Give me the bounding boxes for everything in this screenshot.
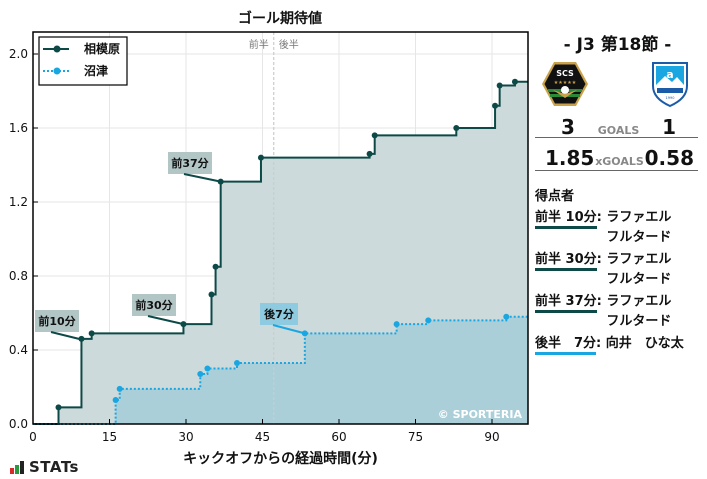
svg-text:60: 60 [331, 430, 346, 444]
scorers-title: 得点者 [535, 189, 575, 204]
svg-text:★★★★★: ★★★★★ [554, 80, 577, 86]
svg-text:SCS: SCS [556, 69, 574, 78]
svg-text:90: 90 [484, 430, 499, 444]
svg-text:30: 30 [178, 430, 193, 444]
chart-title: ゴール期待値 [238, 11, 322, 27]
home-xg: 1.85 [545, 146, 595, 170]
svg-text:後7分: 後7分 [264, 307, 294, 321]
xgoals-label: xGOALS [595, 155, 644, 168]
scorer-item: 前半 10分: ラファエル フルタード [535, 209, 672, 245]
scorer-name-line1: 向井 ひな太 [605, 336, 684, 351]
svg-text:相模原: 相模原 [84, 41, 120, 56]
svg-text:75: 75 [408, 430, 423, 444]
svg-text:2.0: 2.0 [9, 47, 28, 61]
svg-text:a: a [666, 68, 673, 81]
scorer-name-line2: フルタード [606, 314, 672, 329]
brand-text: STATs [29, 458, 79, 476]
azul-claro-shield-icon: a 1990 [652, 62, 688, 108]
scorer-time: 前半 10分 [535, 209, 597, 229]
svg-text:0: 0 [29, 430, 37, 444]
goals-row: 3 GOALS 1 [535, 115, 698, 139]
stats-brand: STATs [10, 458, 79, 476]
halftime-marker: 前半 後半 [249, 32, 299, 424]
scorer-item: 後半 7分: 向井 ひな太 [535, 334, 684, 355]
svg-text:45: 45 [255, 430, 270, 444]
svg-text:0.8: 0.8 [9, 269, 28, 283]
xgoals-row: 1.85 xGOALS 0.58 [535, 146, 698, 171]
axes: 0 15 30 45 60 75 90 0.0 0.4 0.8 1.2 1.6 2.0 [9, 31, 529, 444]
round-title: - J3 第18節 - [563, 35, 672, 55]
scorer-item: 前半 37分: ラファエル フルタード [535, 293, 672, 329]
scorer-time: 前半 30分 [535, 251, 597, 271]
svg-text:沼津: 沼津 [84, 63, 108, 78]
series-lines [33, 78, 528, 425]
scs-shield-icon: SCS ★★★★★ [542, 62, 588, 106]
stats-bars-icon [10, 460, 24, 474]
away-goals: 1 [662, 115, 676, 139]
watermark: © SPORTERIA [438, 408, 523, 421]
scorer-time: 前半 37分 [535, 293, 597, 313]
scorer-name-line2: フルタード [606, 230, 672, 245]
svg-text:前10分: 前10分 [38, 314, 75, 328]
scorer-name-line1: ラファエル [606, 210, 672, 225]
svg-text:前30分: 前30分 [135, 298, 172, 312]
scorer-name-line1: ラファエル [606, 294, 672, 309]
scorer-time: 後半 7分 [535, 335, 597, 355]
home-goals: 3 [561, 115, 575, 139]
svg-text:1.2: 1.2 [9, 195, 28, 209]
svg-text:0.0: 0.0 [9, 417, 28, 431]
svg-text:前37分: 前37分 [171, 156, 208, 170]
area-fills [33, 81, 528, 424]
svg-text:1990: 1990 [666, 96, 675, 100]
scorer-name-line2: フルタード [606, 272, 672, 287]
scorer-name-line1: ラファエル [606, 252, 672, 267]
svg-text:前半: 前半 [249, 38, 269, 51]
svg-text:15: 15 [102, 430, 117, 444]
svg-text:後半: 後半 [279, 38, 299, 51]
x-axis-label: キックオフからの経過時間(分) [183, 451, 378, 467]
scorer-item: 前半 30分: ラファエル フルタード [535, 251, 672, 287]
away-xg: 0.58 [644, 146, 694, 170]
svg-text:0.4: 0.4 [9, 343, 28, 357]
svg-text:1.6: 1.6 [9, 121, 28, 135]
goals-label: GOALS [597, 124, 640, 137]
